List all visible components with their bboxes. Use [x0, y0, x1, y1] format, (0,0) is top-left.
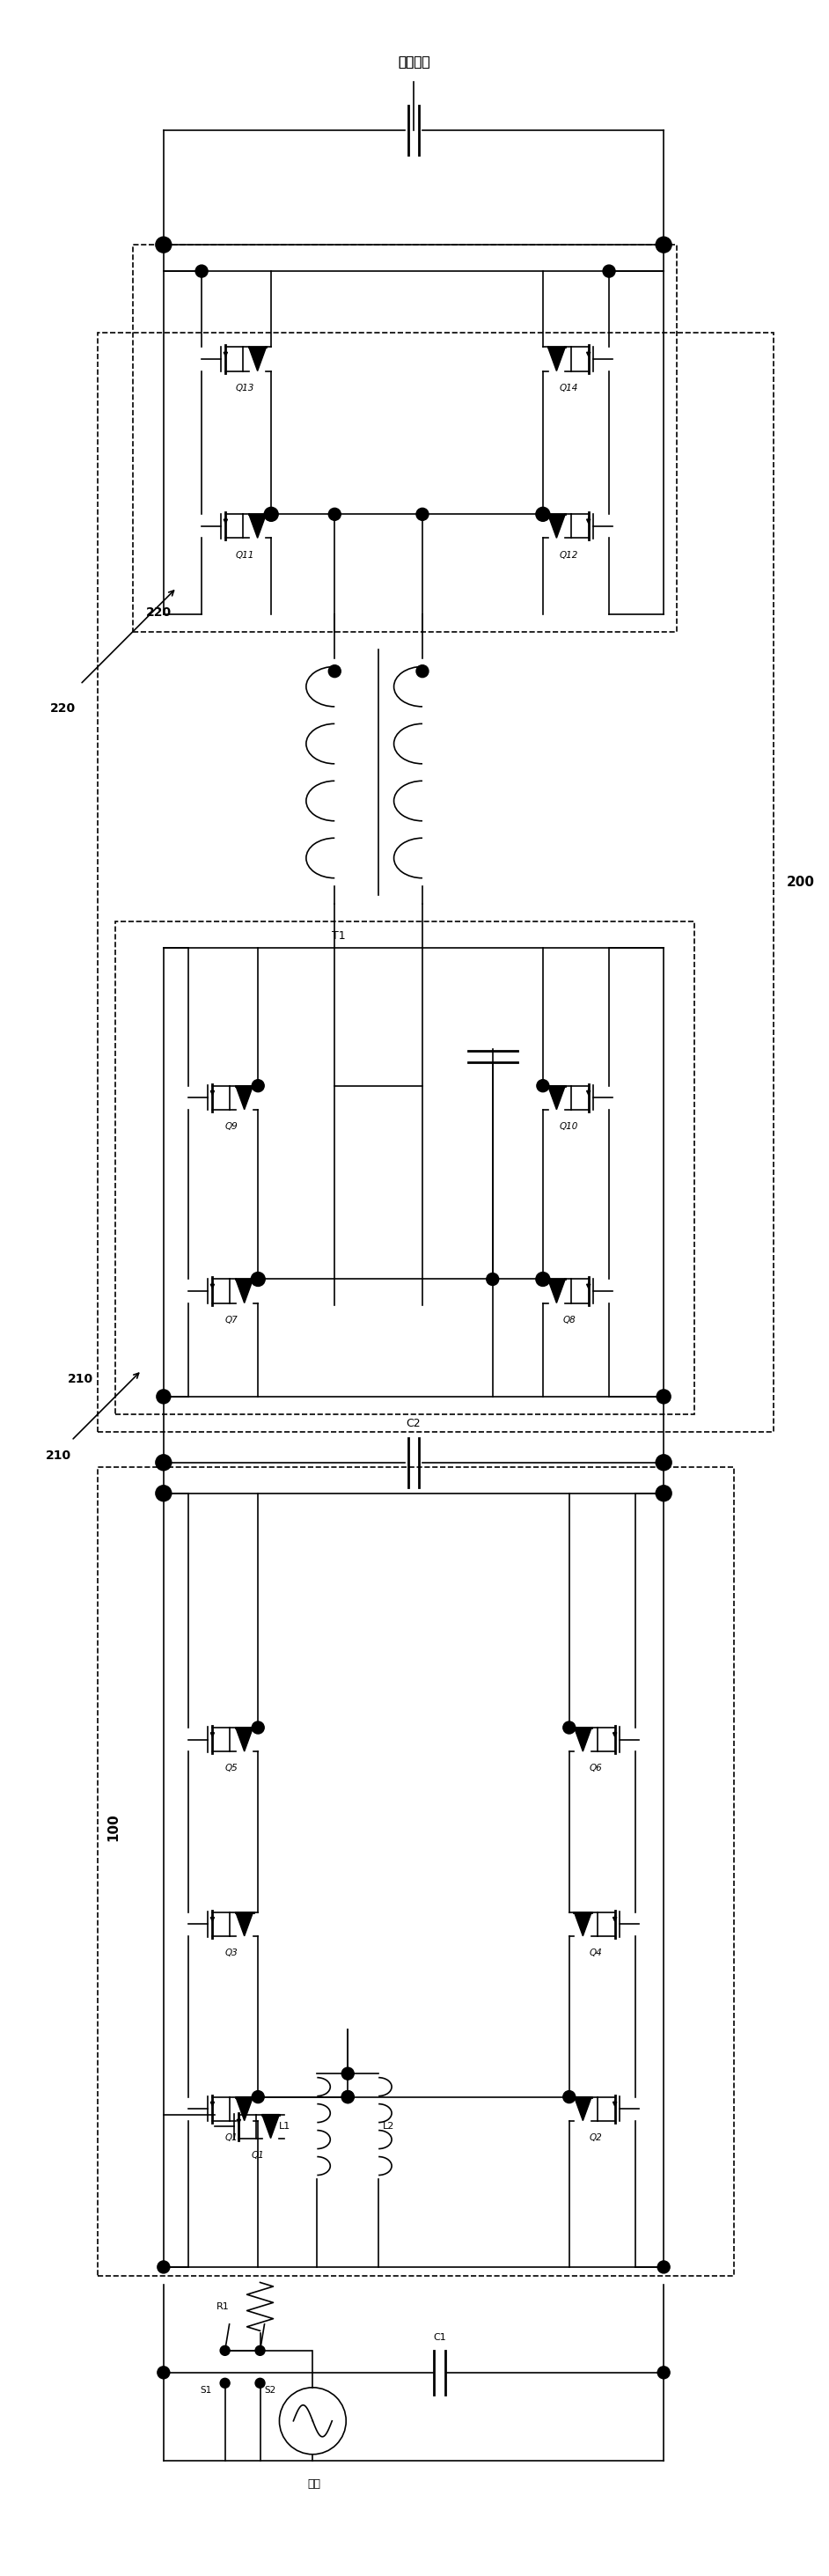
Text: R1: R1 [216, 2303, 230, 2311]
Text: Q10: Q10 [560, 1123, 579, 1131]
Circle shape [536, 1273, 550, 1285]
Text: 100: 100 [106, 1814, 119, 1842]
Circle shape [196, 265, 208, 278]
Text: Q14: Q14 [560, 384, 579, 392]
Polygon shape [548, 348, 565, 371]
Circle shape [255, 2378, 265, 2388]
Polygon shape [235, 1728, 253, 1752]
Polygon shape [548, 1084, 565, 1110]
Polygon shape [235, 1911, 253, 1937]
Circle shape [251, 1273, 265, 1285]
Circle shape [158, 2262, 170, 2272]
Text: 蓄电池组: 蓄电池组 [398, 57, 429, 70]
Bar [98, 332, 773, 1432]
Circle shape [221, 2347, 230, 2354]
Polygon shape [235, 1280, 253, 1303]
Circle shape [656, 1486, 671, 1502]
Text: 200: 200 [787, 876, 815, 889]
Text: Q3: Q3 [225, 1947, 238, 1958]
Circle shape [157, 1388, 171, 1404]
Text: C1: C1 [434, 2334, 447, 2342]
Circle shape [416, 665, 429, 677]
Circle shape [252, 2092, 264, 2102]
Text: 电网: 电网 [308, 2478, 321, 2488]
Circle shape [536, 1079, 549, 1092]
Polygon shape [574, 1728, 592, 1752]
Text: T1: T1 [332, 930, 346, 943]
Circle shape [603, 265, 615, 278]
Text: 210: 210 [46, 1450, 71, 1461]
Circle shape [656, 1455, 671, 1471]
Text: 210: 210 [68, 1373, 94, 1386]
Circle shape [342, 2069, 354, 2079]
Polygon shape [574, 1911, 592, 1937]
Polygon shape [548, 1280, 565, 1303]
Circle shape [156, 237, 172, 252]
Text: Q9: Q9 [225, 1123, 238, 1131]
Text: Q11: Q11 [235, 551, 255, 559]
Text: Q6: Q6 [589, 1765, 602, 1772]
Text: Q1: Q1 [225, 2133, 238, 2143]
Circle shape [563, 1721, 575, 1734]
Polygon shape [235, 2097, 253, 2120]
Circle shape [563, 2092, 575, 2102]
Polygon shape [235, 1084, 253, 1110]
Text: Q12: Q12 [560, 551, 579, 559]
Circle shape [342, 2092, 354, 2102]
Polygon shape [249, 515, 266, 538]
Circle shape [657, 2367, 670, 2378]
Text: S2: S2 [264, 2385, 276, 2396]
Circle shape [255, 2347, 265, 2354]
Text: Q8: Q8 [563, 1316, 575, 1324]
Text: S1: S1 [200, 2385, 212, 2396]
Text: Q4: Q4 [589, 1947, 602, 1958]
Circle shape [264, 507, 279, 520]
Circle shape [657, 1388, 671, 1404]
Circle shape [158, 2367, 170, 2378]
Text: 蓄电池组: 蓄电池组 [398, 57, 429, 70]
Polygon shape [548, 515, 565, 538]
Polygon shape [574, 2097, 592, 2120]
Circle shape [487, 1273, 499, 1285]
Circle shape [342, 2092, 354, 2102]
Text: L2: L2 [383, 2123, 395, 2130]
Polygon shape [262, 2115, 279, 2138]
Circle shape [328, 507, 341, 520]
Text: Q2: Q2 [589, 2133, 602, 2143]
Text: L1: L1 [279, 2123, 291, 2130]
Text: Q1: Q1 [252, 2151, 264, 2159]
Text: Q5: Q5 [225, 1765, 238, 1772]
Circle shape [328, 665, 341, 677]
Bar [115, 922, 695, 1414]
Circle shape [221, 2378, 230, 2388]
Circle shape [252, 1079, 264, 1092]
Circle shape [536, 507, 550, 520]
Bar [98, 1466, 734, 2275]
Circle shape [657, 2262, 670, 2272]
Text: 220: 220 [146, 605, 172, 618]
Circle shape [156, 1455, 172, 1471]
Text: Q7: Q7 [225, 1316, 238, 1324]
Text: C2: C2 [406, 1417, 421, 1430]
Circle shape [416, 507, 429, 520]
Circle shape [156, 1486, 172, 1502]
Text: 220: 220 [50, 703, 75, 714]
Circle shape [252, 1721, 264, 1734]
Bar [133, 245, 676, 631]
Circle shape [656, 237, 671, 252]
Polygon shape [249, 348, 266, 371]
Text: Q13: Q13 [235, 384, 255, 392]
